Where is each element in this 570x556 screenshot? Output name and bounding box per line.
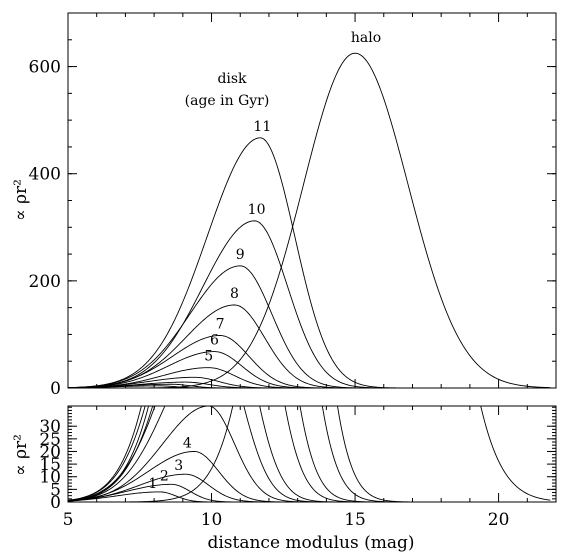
- bottom-series-4-line: [68, 451, 551, 502]
- bottom-series-11-line: [68, 406, 551, 502]
- top-series-2-line: [68, 383, 551, 388]
- bottom-curve-label-1: 1: [148, 476, 157, 492]
- top-series-8-line: [68, 304, 551, 388]
- top-series-3-line: [68, 381, 551, 388]
- bottom-series-5-line: [68, 406, 551, 502]
- top-curve-label-10: 10: [248, 202, 266, 218]
- x-tick-label: 15: [344, 510, 366, 530]
- top-curve-label-5: 5: [204, 349, 213, 365]
- top-series-halo-line: [68, 52, 551, 388]
- top-curve-label-8: 8: [230, 286, 239, 302]
- bottom-y-tick-label: 20: [39, 442, 61, 462]
- top-y-tick-label: 400: [29, 165, 61, 185]
- top-panel-ticks: 0 200 400 600: [29, 12, 557, 399]
- top-panel-frame: [67, 12, 557, 389]
- bottom-series-2-line: [68, 483, 551, 502]
- bottom-y-axis-label: ∝ ρr²: [11, 434, 31, 476]
- bottom-series-6-line: [68, 406, 551, 502]
- top-series-10-line: [68, 220, 551, 388]
- age-annotation: (age in Gyr): [185, 93, 270, 109]
- top-y-tick-label: 600: [29, 58, 61, 78]
- bottom-series-8-line: [68, 406, 551, 502]
- bottom-panel-curve-labels: 1 234: [148, 435, 191, 491]
- disk-annotation: disk: [217, 71, 247, 87]
- halo-annotation: halo: [351, 30, 381, 46]
- x-tick-label: 20: [488, 510, 510, 530]
- bottom-curve-label-2: 2: [160, 468, 169, 484]
- bottom-y-tick-label: 5: [50, 480, 61, 500]
- bottom-curve-label-3: 3: [174, 458, 183, 474]
- bottom-y-tick-label: 0: [50, 493, 61, 513]
- top-series-4-line: [68, 376, 551, 388]
- top-curve-label-9: 9: [236, 247, 245, 263]
- bottom-series-9-line: [68, 406, 551, 502]
- x-tick-labels: 5 10 15 20: [63, 510, 510, 530]
- bottom-y-tick-label: 15: [39, 455, 61, 475]
- top-y-tick-label: 200: [29, 272, 61, 292]
- top-series-7-line: [68, 335, 551, 388]
- top-panel-curves: [68, 52, 551, 388]
- bottom-y-tick-label: 10: [39, 468, 61, 488]
- bottom-y-tick-label: 30: [39, 417, 61, 437]
- bottom-series-1-line: [68, 491, 551, 502]
- bottom-panel-curves: [68, 406, 551, 502]
- top-y-tick-label: 0: [50, 379, 61, 399]
- top-y-axis-label: ∝ ρr²: [11, 179, 31, 221]
- top-series-1-line: [68, 385, 551, 388]
- top-curve-label-6: 6: [210, 333, 219, 349]
- top-curve-label-11: 11: [253, 119, 271, 135]
- bottom-curve-label-4: 4: [183, 435, 192, 451]
- top-series-11-line: [68, 137, 551, 388]
- top-curve-label-7: 7: [216, 317, 225, 333]
- bottom-series-halo-line: [68, 406, 551, 502]
- bottom-series-7-line: [68, 406, 551, 502]
- bottom-series-10-line: [68, 406, 551, 502]
- x-tick-label: 10: [201, 510, 223, 530]
- bottom-series-3-line: [68, 473, 551, 502]
- x-tick-label: 5: [63, 510, 74, 530]
- x-axis-label: distance modulus (mag): [207, 533, 414, 553]
- bottom-y-tick-label: 25: [39, 430, 61, 450]
- top-series-9-line: [68, 265, 551, 388]
